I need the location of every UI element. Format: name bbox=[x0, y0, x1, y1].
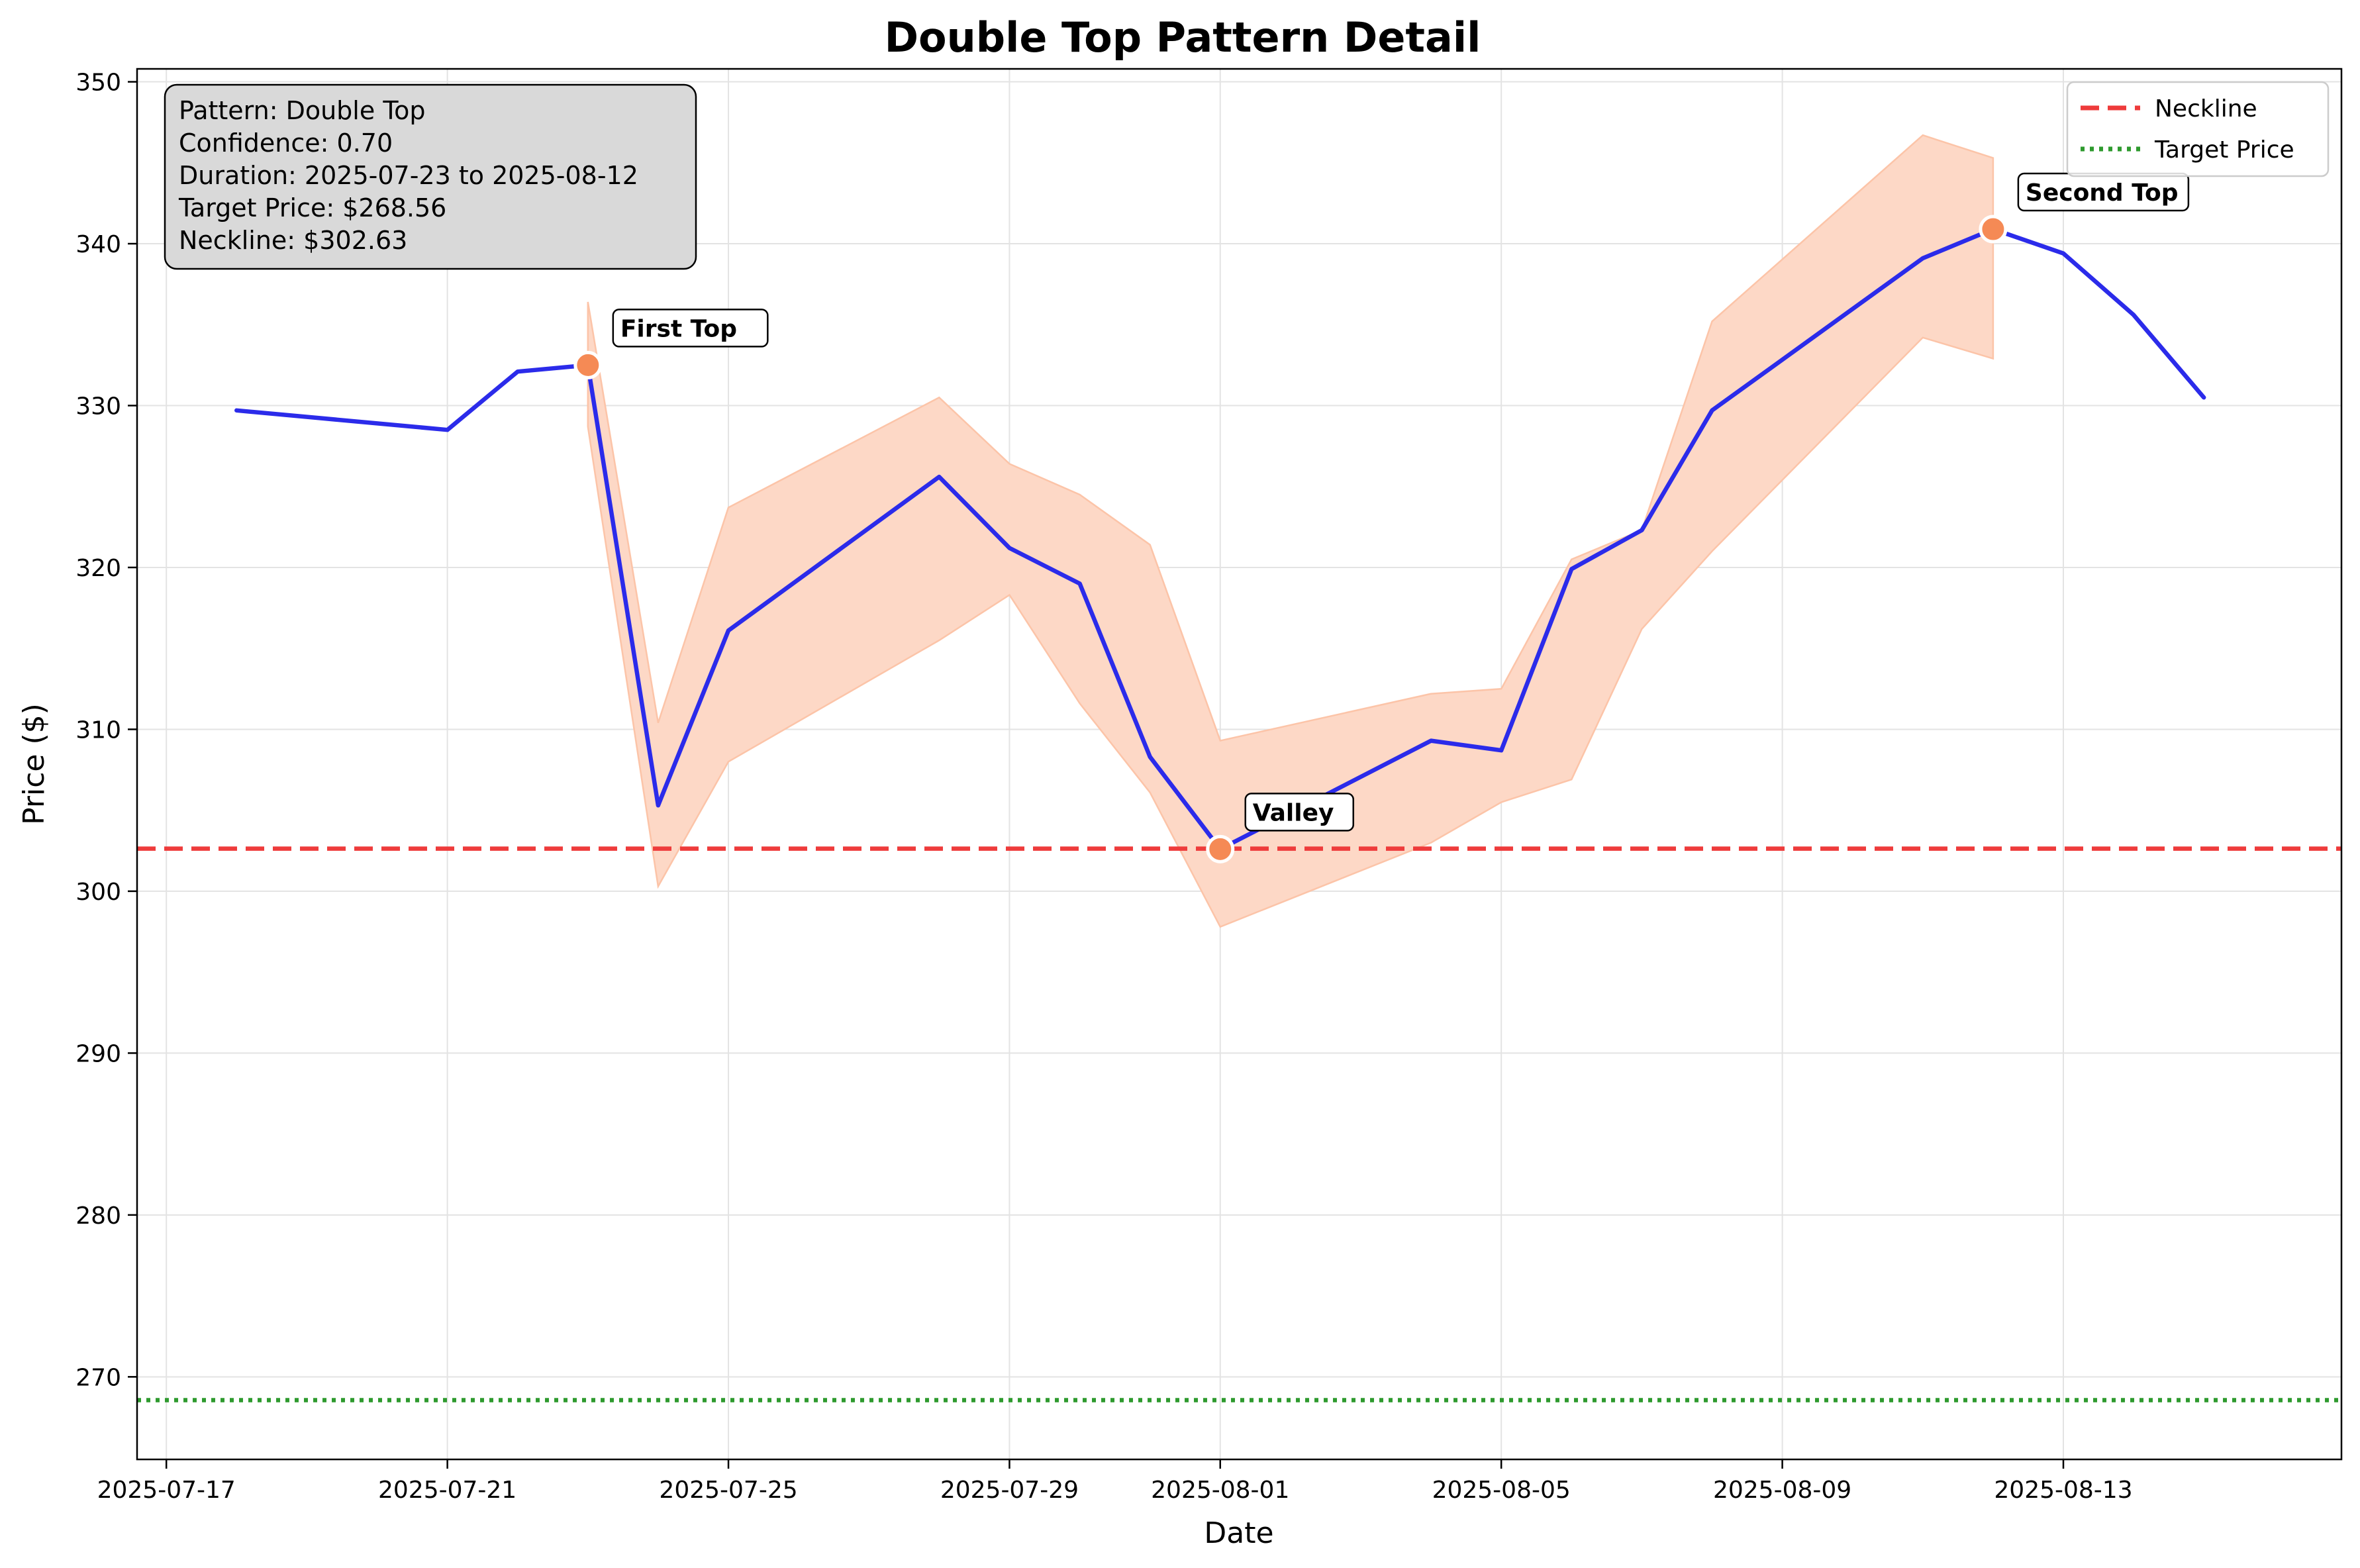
y-tick-label: 290 bbox=[75, 1040, 121, 1067]
info-box-background bbox=[164, 83, 697, 270]
legend-neckline-label: Neckline bbox=[2155, 95, 2257, 122]
pattern-point-marker bbox=[573, 350, 603, 379]
annotation-box bbox=[1244, 793, 1355, 832]
info-confidence: Confidence: 0.70 bbox=[179, 128, 393, 158]
x-tick-label: 2025-07-29 bbox=[940, 1477, 1079, 1504]
y-tick-label: 320 bbox=[75, 555, 121, 582]
y-tick-label: 350 bbox=[75, 70, 121, 97]
y-axis-ticks: 270 280 290 300 310 320 330 340 350 bbox=[75, 70, 137, 1391]
chart-title: Double Top Pattern Detail bbox=[885, 13, 1481, 62]
x-tick-label: 2025-08-05 bbox=[1432, 1477, 1571, 1504]
x-tick-label: 2025-08-13 bbox=[1994, 1477, 2132, 1504]
annotation-box bbox=[612, 309, 769, 348]
y-tick-label: 300 bbox=[75, 879, 121, 906]
pattern-markers-layer: First Top Valley Second Top bbox=[573, 172, 2190, 863]
annotation-label: Valley bbox=[1253, 799, 1334, 826]
plot-frame bbox=[136, 68, 2343, 1461]
y-tick-label: 330 bbox=[75, 393, 121, 420]
info-duration: Duration: 2025-07-23 to 2025-08-12 bbox=[179, 161, 638, 190]
x-tick-label: 2025-07-25 bbox=[659, 1477, 797, 1504]
x-tick-label: 2025-08-09 bbox=[1713, 1477, 1851, 1504]
y-axis-label: Price ($) bbox=[17, 703, 51, 825]
x-tick-label: 2025-07-21 bbox=[378, 1477, 516, 1504]
pattern-point-marker bbox=[1979, 215, 2008, 244]
pattern-point-marker bbox=[1206, 834, 1235, 863]
pattern-info-box: Pattern: Double Top Confidence: 0.70 Dur… bbox=[164, 83, 697, 270]
annotation-label: Second Top bbox=[2026, 179, 2179, 207]
confidence-band-layer bbox=[587, 134, 1994, 928]
legend: Neckline Target Price bbox=[2066, 81, 2330, 177]
annotation-label: First Top bbox=[620, 315, 737, 342]
y-tick-label: 310 bbox=[75, 716, 121, 744]
y-tick-label: 270 bbox=[75, 1364, 121, 1391]
legend-box bbox=[2066, 81, 2330, 177]
reference-lines-layer bbox=[137, 846, 2341, 1402]
grid bbox=[137, 69, 2341, 1459]
x-axis-ticks: 2025-07-17 2025-07-21 2025-07-25 2025-07-29… bbox=[97, 1459, 2133, 1504]
y-tick-label: 340 bbox=[75, 231, 121, 258]
info-target-price: Target Price: $268.56 bbox=[178, 193, 446, 222]
info-pattern: Pattern: Double Top bbox=[179, 96, 425, 125]
x-tick-label: 2025-07-17 bbox=[97, 1477, 236, 1504]
y-tick-label: 280 bbox=[75, 1202, 121, 1230]
x-axis-label: Date bbox=[1204, 1516, 1273, 1550]
confidence-band bbox=[587, 134, 1994, 928]
legend-target-label: Target Price bbox=[2154, 136, 2294, 164]
x-tick-label: 2025-08-01 bbox=[1151, 1477, 1289, 1504]
info-neckline: Neckline: $302.63 bbox=[179, 226, 407, 255]
